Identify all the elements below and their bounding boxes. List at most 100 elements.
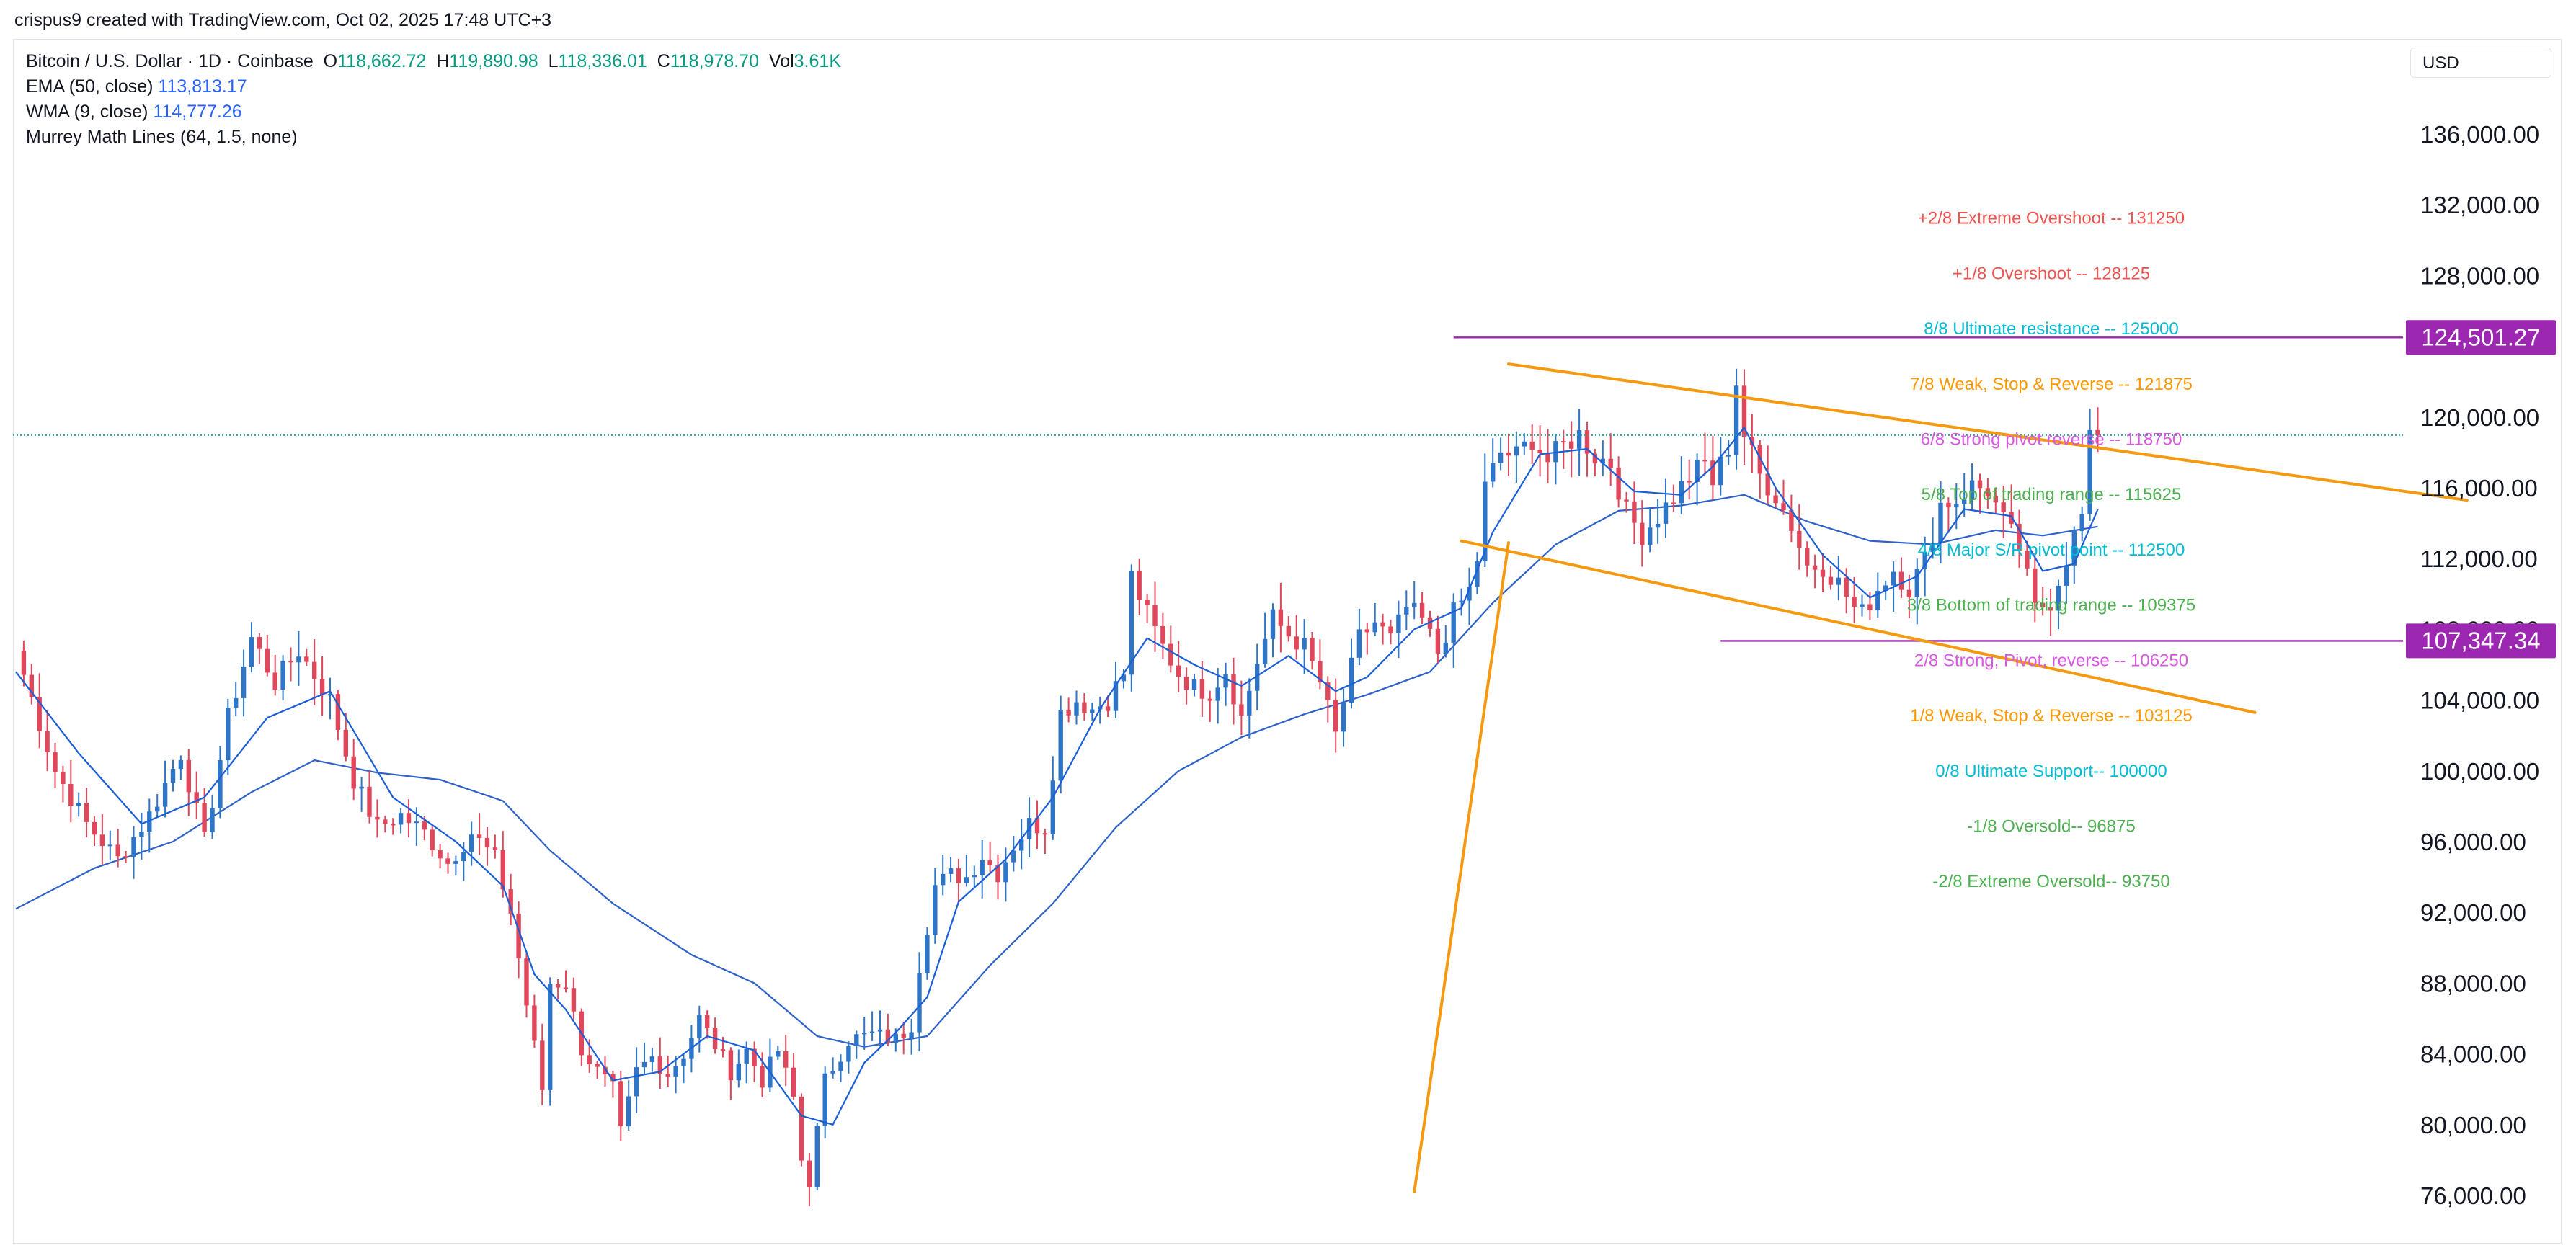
candle — [972, 865, 977, 887]
candle — [1019, 819, 1024, 870]
candle-body — [1860, 604, 1865, 607]
candle-body — [1836, 577, 1841, 585]
candle-body — [956, 868, 961, 883]
candle — [155, 794, 160, 817]
candle — [257, 633, 262, 664]
murrey-label: 1/8 Weak, Stop & Reverse -- 103125 — [1910, 706, 2193, 726]
candle-body — [1325, 682, 1331, 700]
price-tag-box — [2406, 320, 2556, 355]
candle — [1239, 680, 1244, 736]
candle-body — [226, 708, 231, 761]
trendline-channel-lower — [1460, 539, 2257, 714]
candle-body — [1812, 565, 1818, 570]
candle-body — [383, 819, 388, 824]
candle-body — [1011, 850, 1016, 863]
legend-wma-row[interactable]: WMA (9, close) 114,777.26 — [26, 99, 841, 125]
chart-frame — [13, 39, 2562, 1244]
candle — [131, 826, 136, 879]
legend-close: C118,978.70 — [657, 51, 759, 71]
candle-body — [1710, 460, 1715, 486]
candle-body — [1655, 523, 1661, 528]
murrey-label: +2/8 Extreme Overshoot -- 131250 — [1918, 209, 2185, 228]
candle-body — [139, 832, 144, 837]
candle — [2087, 408, 2092, 521]
candle-body — [1820, 569, 1826, 577]
legend-ema-row[interactable]: EMA (50, close) 113,813.17 — [26, 74, 841, 99]
candle — [29, 664, 34, 705]
candle-body — [634, 1067, 639, 1097]
candle — [1702, 432, 1707, 475]
candle-body — [438, 850, 443, 859]
candle-body — [980, 860, 985, 875]
candle-body — [1529, 441, 1535, 450]
candle — [296, 630, 301, 686]
murrey-label: 0/8 Ultimate Support-- 100000 — [1935, 762, 2167, 781]
candle — [1569, 421, 1574, 478]
candle-body — [2017, 524, 2022, 551]
candle-body — [131, 837, 136, 857]
candle-body — [885, 1029, 891, 1043]
y-tick-label: 104,000.00 — [2420, 687, 2539, 714]
candle-body — [1695, 460, 1700, 482]
candle-body — [665, 1074, 670, 1077]
legend-symbol-row[interactable]: Bitcoin / U.S. Dollar · 1D · Coinbase O1… — [26, 49, 841, 74]
candle-body — [1962, 499, 1967, 504]
candle-body — [99, 834, 105, 847]
candle — [799, 1093, 804, 1167]
candle — [956, 858, 961, 905]
legend-murrey-row[interactable]: Murrey Math Lines (64, 1.5, none) — [26, 125, 841, 150]
candle — [1867, 592, 1873, 620]
candle-body — [476, 834, 482, 838]
candle — [1467, 567, 1472, 625]
candle-body — [1199, 679, 1205, 699]
candle — [1592, 448, 1598, 476]
candle — [1514, 431, 1519, 483]
y-tick-label: 116,000.00 — [2420, 475, 2538, 502]
candle-body — [1459, 600, 1464, 603]
candle — [1765, 445, 1770, 504]
candle-body — [1781, 503, 1786, 511]
candle-body — [265, 648, 270, 673]
candle-body — [21, 650, 27, 675]
candle — [964, 855, 969, 887]
candle-body — [1985, 488, 1991, 496]
candle-body — [681, 1058, 686, 1066]
candle — [917, 952, 922, 1052]
candle — [791, 1053, 796, 1100]
candle-body — [1451, 602, 1456, 643]
candle-body — [1341, 703, 1346, 732]
candle — [1576, 409, 1582, 476]
candle-body — [760, 1066, 765, 1088]
candle-body — [1129, 570, 1134, 675]
candle — [610, 1071, 616, 1098]
candle — [484, 827, 490, 866]
candle-body — [728, 1050, 734, 1081]
currency-selector[interactable]: USD — [2410, 48, 2551, 78]
candle — [21, 640, 27, 687]
candle — [1137, 558, 1142, 615]
candle — [2001, 486, 2006, 538]
candle-body — [1648, 527, 1653, 545]
candle — [1372, 602, 1377, 636]
candle — [1491, 438, 1496, 488]
candle — [226, 698, 231, 775]
candle-body — [1105, 706, 1111, 711]
candle — [351, 739, 356, 801]
candle — [476, 813, 482, 855]
candle-body — [1946, 502, 1951, 508]
candle-body — [1640, 522, 1645, 545]
candle-body — [1152, 605, 1158, 626]
candle — [1789, 494, 1794, 543]
candle — [563, 970, 569, 993]
legend-low: L118,336.01 — [548, 51, 647, 71]
candle-body — [995, 865, 1000, 883]
candle — [760, 1052, 765, 1098]
candle-body — [2064, 565, 2069, 586]
legend-open: O118,662.72 — [323, 51, 427, 71]
candle — [1074, 690, 1079, 725]
candle-body — [1215, 687, 1220, 701]
murrey-label: +1/8 Overshoot -- 128125 — [1953, 264, 2150, 283]
candle — [555, 979, 561, 999]
candle-body — [257, 637, 262, 649]
